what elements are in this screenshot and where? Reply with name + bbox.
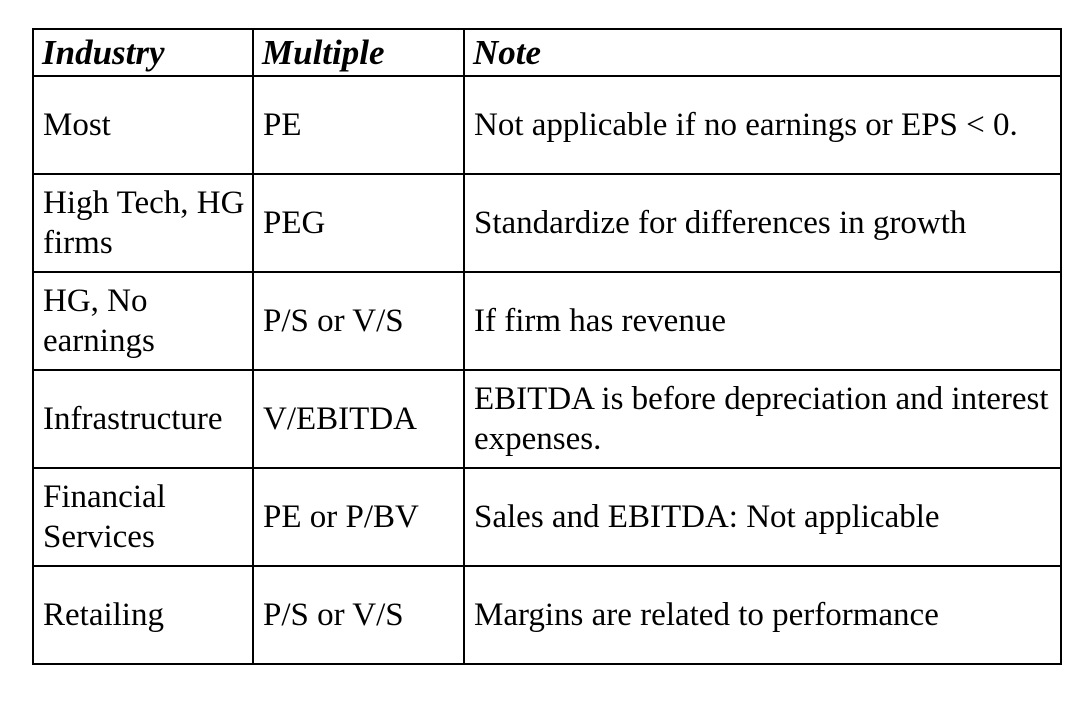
table-header-row: Industry Multiple Note	[32, 28, 1062, 77]
table-row: Retailing P/S or V/S Margins are related…	[32, 565, 1062, 665]
note-cell: Not applicable if no earnings or EPS < 0…	[463, 75, 1062, 175]
note-cell: Standardize for differences in growth	[463, 173, 1062, 273]
multiple-cell: V/EBITDA	[252, 369, 465, 469]
multiple-cell: P/S or V/S	[252, 271, 465, 371]
industry-cell: Infrastructure	[32, 369, 254, 469]
table-row: High Tech, HG firms PEG Standardize for …	[32, 173, 1062, 273]
industry-cell: Financial Services	[32, 467, 254, 567]
multiple-cell: PEG	[252, 173, 465, 273]
valuation-multiples-table-container: Industry Multiple Note Most PE Not appli…	[32, 28, 1062, 665]
table-row: HG, No earnings P/S or V/S If firm has r…	[32, 271, 1062, 371]
multiple-cell: PE	[252, 75, 465, 175]
header-note: Note	[463, 28, 1062, 77]
multiple-cell: PE or P/BV	[252, 467, 465, 567]
table-row: Infrastructure V/EBITDA EBITDA is before…	[32, 369, 1062, 469]
valuation-multiples-table: Industry Multiple Note Most PE Not appli…	[32, 28, 1062, 665]
table-row: Most PE Not applicable if no earnings or…	[32, 75, 1062, 175]
header-multiple: Multiple	[252, 28, 465, 77]
note-cell: EBITDA is before depreciation and intere…	[463, 369, 1062, 469]
table-row: Financial Services PE or P/BV Sales and …	[32, 467, 1062, 567]
header-industry: Industry	[32, 28, 254, 77]
industry-cell: Retailing	[32, 565, 254, 665]
note-cell: If firm has revenue	[463, 271, 1062, 371]
industry-cell: High Tech, HG firms	[32, 173, 254, 273]
note-cell: Margins are related to performance	[463, 565, 1062, 665]
note-cell: Sales and EBITDA: Not applicable	[463, 467, 1062, 567]
multiple-cell: P/S or V/S	[252, 565, 465, 665]
industry-cell: Most	[32, 75, 254, 175]
industry-cell: HG, No earnings	[32, 271, 254, 371]
